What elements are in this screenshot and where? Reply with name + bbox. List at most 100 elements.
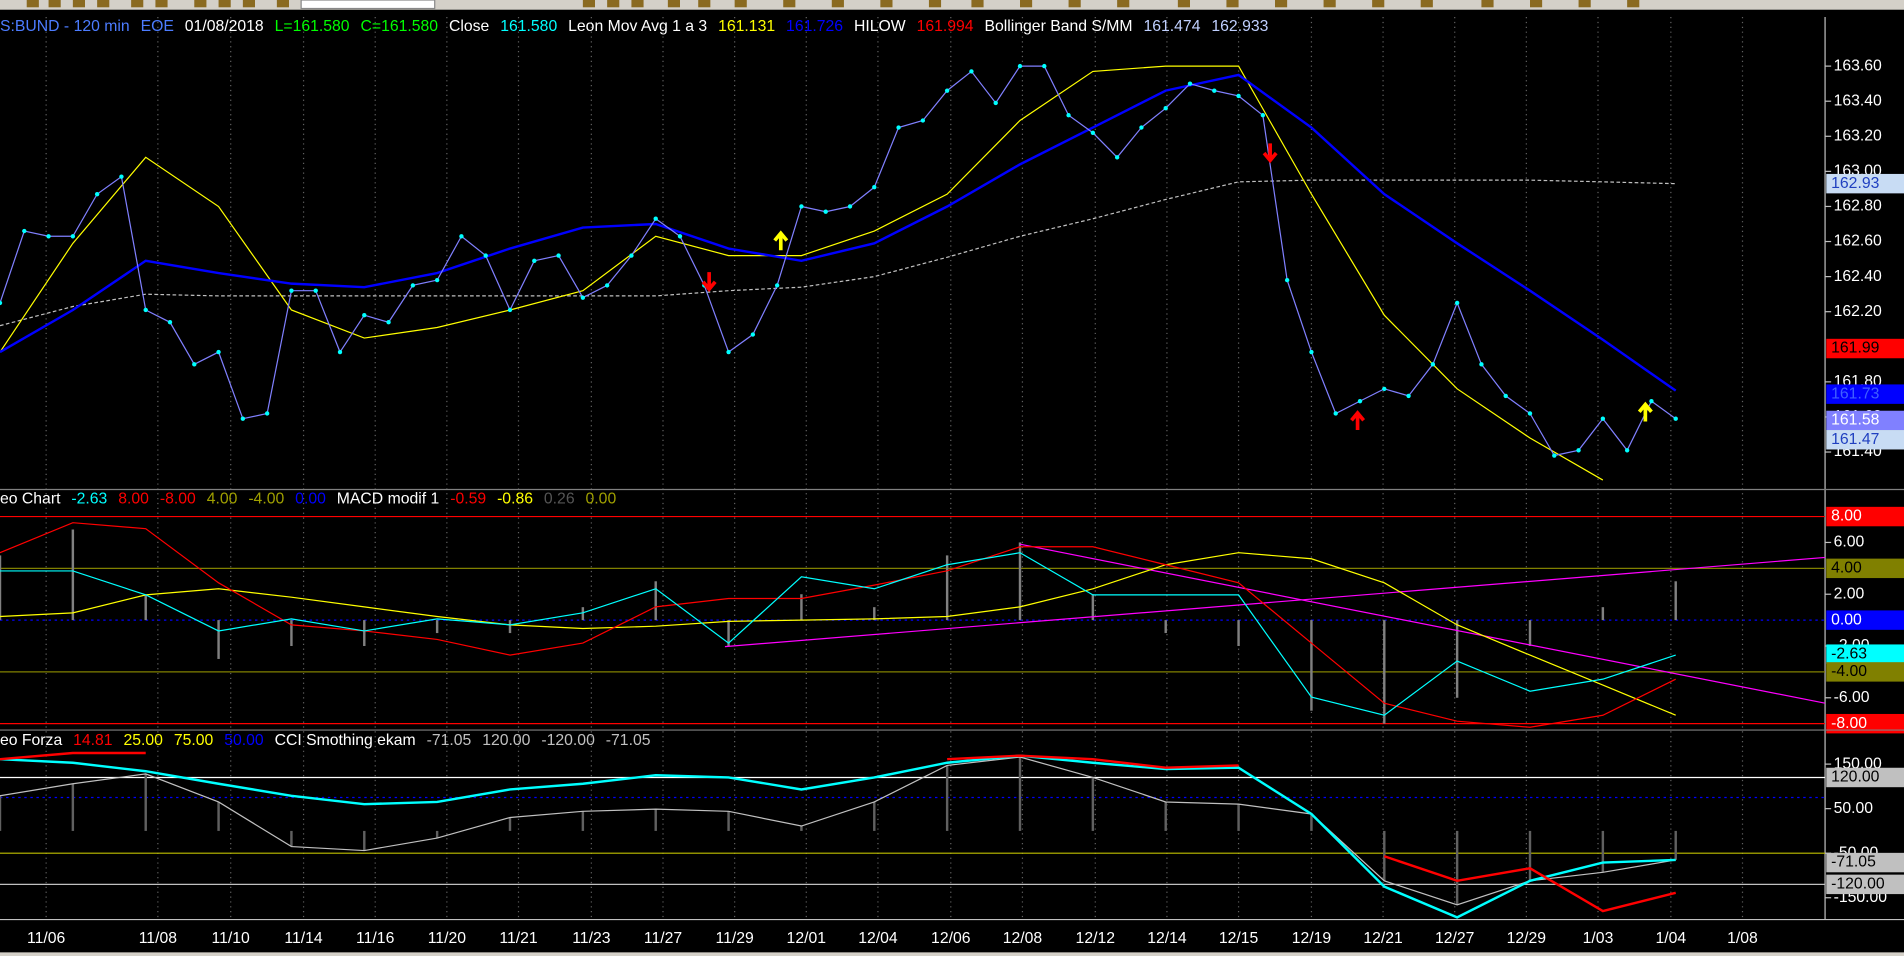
legend-item: 8.00 xyxy=(118,490,149,507)
plot xyxy=(0,751,1677,919)
histogram-bar xyxy=(1601,607,1605,621)
histogram-bar xyxy=(800,826,803,831)
data-point xyxy=(192,362,197,367)
data-point xyxy=(1430,362,1436,367)
series-line xyxy=(0,552,1676,716)
legend-item: EOE xyxy=(141,18,174,35)
data-point xyxy=(1333,411,1338,416)
legend-item: 161.994 xyxy=(917,18,974,35)
histogram-bar xyxy=(1528,830,1532,881)
series-line xyxy=(0,65,1677,457)
series-line xyxy=(1383,855,1677,913)
legend-item: -71.05 xyxy=(427,732,472,749)
data-point xyxy=(1090,130,1096,135)
histogram-bar xyxy=(727,811,730,831)
data-point xyxy=(823,209,828,214)
x-tick-label: 1/08 xyxy=(1727,930,1758,947)
price-label: -2.63 xyxy=(1831,645,1867,662)
legend-item: CCI Smothing ekam xyxy=(275,732,416,749)
data-point xyxy=(0,300,3,306)
x-tick-label: 12/21 xyxy=(1363,930,1402,947)
data-point xyxy=(313,288,318,293)
plot xyxy=(0,63,1678,481)
series-line xyxy=(0,73,1677,392)
histogram-bar xyxy=(1310,813,1313,831)
histogram-bar xyxy=(435,830,439,839)
data-point xyxy=(1600,416,1606,421)
data-point xyxy=(604,283,610,288)
legend-item: 161.726 xyxy=(786,18,843,35)
data-point xyxy=(507,307,513,313)
histogram-bar xyxy=(654,581,657,621)
price-label: 120.00 xyxy=(1831,769,1879,786)
legend-item: L=161.580 xyxy=(275,18,350,35)
legend-item: 4.00 xyxy=(207,490,238,507)
price-label-box xyxy=(1826,644,1904,664)
toolbar xyxy=(0,0,1904,10)
series-line xyxy=(1019,543,1826,704)
data-point xyxy=(1309,349,1314,355)
data-point xyxy=(1066,113,1071,118)
data-point xyxy=(94,191,100,197)
price-label-box xyxy=(1826,713,1904,734)
histogram-bar xyxy=(435,620,439,634)
histogram-bar xyxy=(873,607,876,621)
y-tick-label: 50.00 xyxy=(1834,800,1874,817)
status-strip xyxy=(0,952,1904,956)
series-line xyxy=(0,754,1676,919)
price-label: -8.00 xyxy=(1831,715,1867,732)
price-label: 0.00 xyxy=(1831,611,1862,628)
legend-item: HILOW xyxy=(854,18,906,35)
price-label-box xyxy=(1826,767,1904,788)
data-point xyxy=(1406,393,1411,399)
legend-item: 161.580 xyxy=(500,18,557,35)
sell-arrow xyxy=(701,272,717,292)
histogram-bar xyxy=(508,620,512,634)
data-point xyxy=(167,320,173,325)
legend-item: 162.933 xyxy=(1211,18,1268,35)
histogram-bar xyxy=(1455,620,1459,698)
data-point xyxy=(896,125,901,130)
legend-item: -0.86 xyxy=(497,490,533,507)
data-point xyxy=(70,234,76,239)
plot xyxy=(0,522,1826,728)
legend-item: 14.81 xyxy=(73,732,112,749)
histogram-bar xyxy=(1310,620,1313,711)
histogram-bar xyxy=(144,773,147,831)
price-label-box xyxy=(1826,506,1904,527)
data-point xyxy=(1357,398,1363,404)
data-point xyxy=(1260,113,1266,118)
price-label-box xyxy=(1826,410,1904,431)
toolbar-icons[interactable] xyxy=(26,0,1640,8)
buy-arrow xyxy=(773,230,789,251)
sell-arrow xyxy=(1262,143,1278,164)
legend-item: -2.63 xyxy=(71,490,107,507)
x-tick-label: 12/15 xyxy=(1219,930,1259,947)
legend-item: -8.00 xyxy=(160,490,196,507)
data-point xyxy=(119,174,124,179)
toolbar-combo[interactable] xyxy=(300,0,436,10)
histogram-bar xyxy=(1528,620,1532,647)
x-tick-label: 12/12 xyxy=(1076,930,1115,947)
histogram-bar xyxy=(1018,542,1022,621)
legend-item: -0.59 xyxy=(450,490,486,507)
data-point xyxy=(1649,398,1654,404)
data-point xyxy=(216,349,221,355)
histogram-bar xyxy=(581,811,585,831)
data-point xyxy=(872,184,877,190)
data-point xyxy=(1673,416,1678,421)
data-point xyxy=(1236,93,1241,99)
histogram-bar xyxy=(363,830,366,851)
signal-arrows xyxy=(701,143,1653,431)
x-tick-label: 12/01 xyxy=(787,930,826,947)
price-label-box xyxy=(1826,610,1904,630)
histogram-bar xyxy=(945,555,949,621)
price-label: 161.73 xyxy=(1831,385,1879,402)
data-point xyxy=(1382,386,1387,392)
legend-item: 120.00 xyxy=(482,732,530,749)
histogram-bar xyxy=(654,809,657,831)
y-tick-label: 162.60 xyxy=(1834,233,1882,250)
data-point xyxy=(459,234,464,239)
legend-item: 75.00 xyxy=(174,732,214,749)
